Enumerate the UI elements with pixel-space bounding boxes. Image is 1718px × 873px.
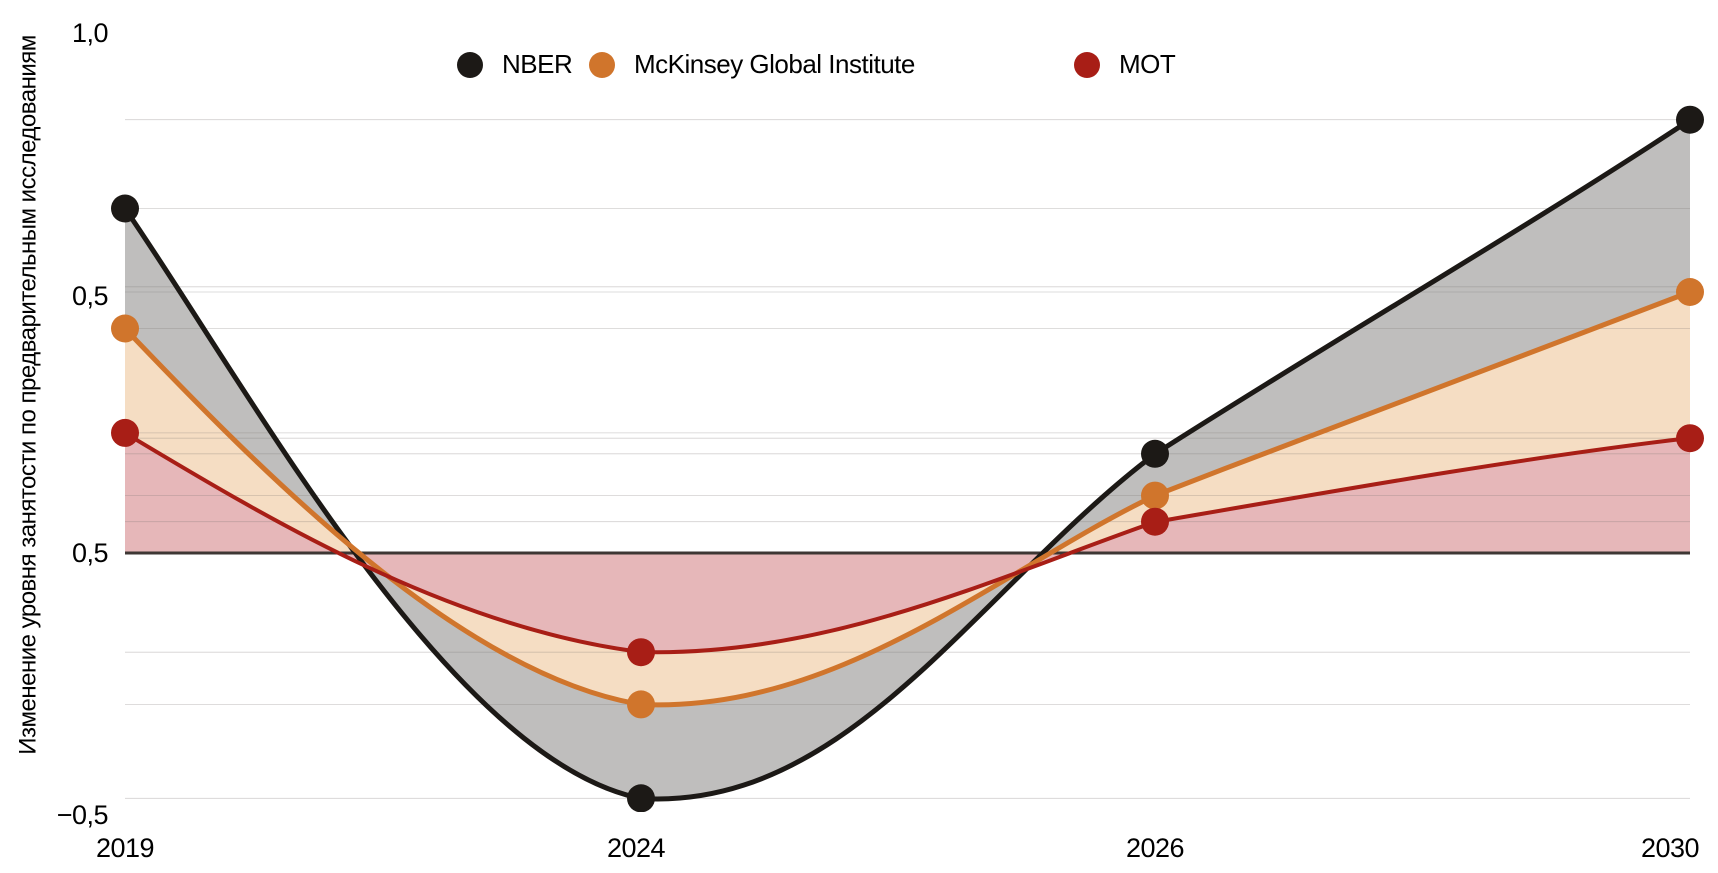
mot-curve <box>123 431 1692 655</box>
data-point-mot-2019 <box>111 418 139 447</box>
legend-item-nber: NBER <box>457 48 573 79</box>
data-point-mckinsey-2024 <box>627 690 655 719</box>
data-point-mot-2024 <box>627 638 655 667</box>
nber-curve <box>122 117 1693 802</box>
data-point-mckinsey-2019 <box>111 314 139 343</box>
data-point-nber-2024 <box>627 784 655 812</box>
data-point-nber-2030 <box>1676 105 1704 134</box>
x-tick-2019: 2019 <box>96 833 154 863</box>
faint-gridlines <box>125 119 1690 799</box>
legend-label-nber: NBER <box>502 48 573 79</box>
data-point-mot-2026 <box>1141 507 1169 536</box>
data-point-mot-2030 <box>1676 424 1704 453</box>
x-tick-2026: 2026 <box>1126 833 1184 863</box>
legend-item-mckinsey: McKinsey Global Institute <box>589 48 915 79</box>
data-points <box>111 105 1704 812</box>
data-point-nber-2026 <box>1141 439 1169 468</box>
legend-dot-mckinsey-icon <box>589 52 615 78</box>
y-tick-0-5-baseline: 0,5 <box>72 538 108 568</box>
legend-label-mckinsey: McKinsey Global Institute <box>634 48 915 79</box>
legend-item-mot: МОТ <box>1074 48 1176 79</box>
data-point-mckinsey-2030 <box>1676 278 1704 306</box>
y-axis-title: Изменение уровня занятости по предварите… <box>15 35 42 755</box>
data-point-nber-2019 <box>111 194 139 223</box>
x-tick-2024: 2024 <box>607 833 666 863</box>
data-point-mckinsey-2026 <box>1141 481 1169 510</box>
y-tick-minus-0-5: −0,5 <box>57 800 108 830</box>
legend-dot-nber-icon <box>457 52 483 78</box>
mckinsey-curve <box>122 289 1693 708</box>
legend-dot-mot-icon <box>1074 52 1100 78</box>
y-tick-1-0: 1,0 <box>72 18 108 48</box>
mot-area-fill <box>125 433 1690 653</box>
x-tick-2030: 2030 <box>1641 833 1699 863</box>
y-tick-0-5-upper: 0,5 <box>72 281 108 311</box>
legend-label-mot: МОТ <box>1119 48 1176 79</box>
